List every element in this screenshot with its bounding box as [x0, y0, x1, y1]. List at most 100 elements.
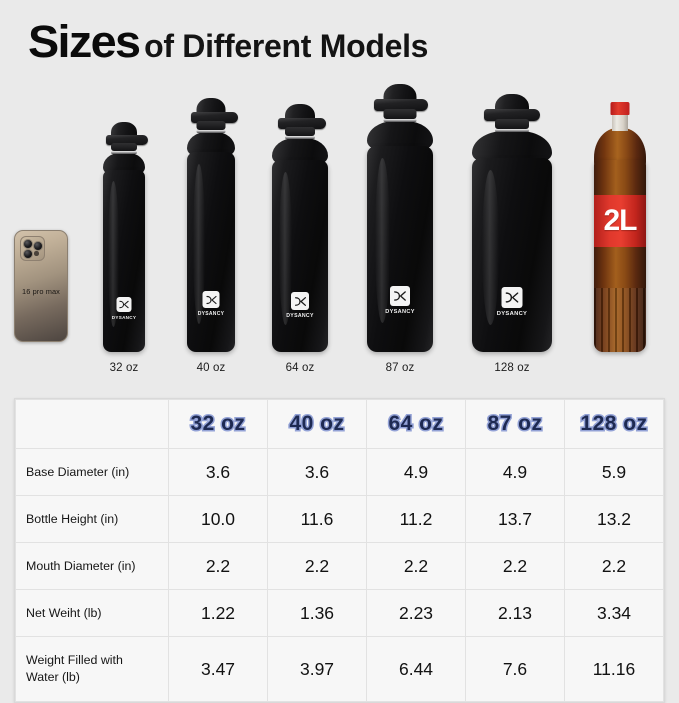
row-label-net-weight: Net Weiht (lb): [15, 589, 169, 637]
brand-logo-badge: [202, 291, 220, 308]
row-label-base-diameter: Base Diameter (in): [15, 448, 169, 496]
cap-handle-icon: [278, 118, 326, 129]
cell-base-diameter-87oz: 4.9: [465, 448, 565, 496]
product-bottle-64oz: DYSANCY 64 oz: [262, 104, 338, 374]
brand-logo-badge: [116, 297, 132, 312]
cell-net-weight-128oz: 3.34: [564, 589, 664, 637]
cell-bottle-height-64oz: 11.2: [366, 495, 466, 543]
cell-bottle-height-87oz: 13.7: [465, 495, 565, 543]
page-title: Sizes of Different Models: [28, 16, 428, 68]
cell-base-diameter-32oz: 3.6: [168, 448, 268, 496]
cell-bottle-height-128oz: 13.2: [564, 495, 664, 543]
bottle-body: [103, 170, 145, 352]
cap-collar: [383, 109, 417, 119]
bottle-shoulder: [367, 121, 433, 149]
product-bottle-87oz: DYSANCY 87 oz: [355, 84, 445, 374]
column-header-40oz: 40 oz: [267, 399, 367, 449]
brand-logo-badge: [291, 292, 309, 310]
body-highlight: [482, 169, 499, 325]
phone-model-label: 16 pro max: [22, 287, 60, 296]
bottle-body: [472, 158, 552, 352]
cell-net-weight-40oz: 1.36: [267, 589, 367, 637]
cell-mouth-diameter-32oz: 2.2: [168, 542, 268, 590]
camera-lens-icon: [23, 249, 33, 259]
phone-camera-module-icon: [20, 236, 45, 261]
bottle-cap: [93, 122, 155, 156]
dysancy-monogram-icon: [294, 296, 306, 306]
row-label-mouth-diameter: Mouth Diameter (in): [15, 542, 169, 590]
soda-volume-label: 2L: [603, 204, 637, 237]
brand-logo-badge: [501, 287, 523, 308]
specification-table: 32 oz 40 oz 64 oz 87 oz 128 oz Base Diam…: [14, 398, 665, 703]
row-label-weight-filled: Weight Filled with Water (lb): [15, 636, 169, 702]
bottle-cap: [176, 98, 246, 136]
camera-lens-icon: [23, 239, 33, 249]
table-header-row: 32 oz 40 oz 64 oz 87 oz 128 oz: [15, 399, 664, 449]
dysancy-monogram-icon: [505, 292, 519, 303]
cell-mouth-diameter-64oz: 2.2: [366, 542, 466, 590]
product-caption-32oz: 32 oz: [109, 362, 139, 374]
spec-table-body: Base Diameter (in) 3.6 3.6 4.9 4.9 5.9 B…: [15, 448, 664, 702]
product-bottle-128oz: DYSANCY 128 oz: [462, 94, 562, 374]
cell-base-diameter-64oz: 4.9: [366, 448, 466, 496]
soda-cap-icon: [610, 102, 630, 115]
neck-steel-ring: [111, 151, 137, 154]
product-lineup: 16 pro max DYSANCY 32 oz: [0, 84, 679, 380]
table-row: Bottle Height (in) 10.0 11.6 11.2 13.7 1…: [15, 495, 664, 543]
title-rest: of Different Models: [144, 28, 429, 64]
title-strong: Sizes: [28, 16, 141, 67]
body-highlight: [375, 158, 390, 324]
dysancy-monogram-icon: [394, 291, 406, 301]
cap-handle-icon: [106, 135, 148, 145]
cap-collar: [285, 127, 315, 136]
cell-base-diameter-40oz: 3.6: [267, 448, 367, 496]
product-caption-87oz: 87 oz: [385, 362, 415, 374]
column-header-32oz: 32 oz: [168, 399, 268, 449]
cell-weight-filled-87oz: 7.6: [465, 636, 565, 702]
cell-weight-filled-64oz: 6.44: [366, 636, 466, 702]
cell-mouth-diameter-40oz: 2.2: [267, 542, 367, 590]
bottle-body: [187, 152, 235, 352]
reference-soda-bottle-2l: 2L: [586, 102, 654, 352]
soda-body: [594, 160, 646, 352]
column-header-128oz: 128 oz: [564, 399, 664, 449]
brand-wordmark: DYSANCY: [496, 311, 528, 317]
soda-base-ribs: [594, 288, 646, 352]
cell-net-weight-32oz: 1.22: [168, 589, 268, 637]
product-caption-64oz: 64 oz: [285, 362, 315, 374]
corner-header-cell: [15, 399, 169, 449]
cap-collar: [196, 121, 226, 130]
product-bottle-40oz: DYSANCY 40 oz: [176, 98, 246, 374]
cell-mouth-diameter-87oz: 2.2: [465, 542, 565, 590]
table-row: Net Weiht (lb) 1.22 1.36 2.23 2.13 3.34: [15, 589, 664, 637]
bottle-shoulder: [472, 131, 552, 161]
neck-steel-ring: [383, 119, 417, 122]
infographic-root: Sizes of Different Models 16 pro max: [0, 16, 679, 703]
bottle-body: [367, 146, 433, 352]
cell-mouth-diameter-128oz: 2.2: [564, 542, 664, 590]
table-row: Base Diameter (in) 3.6 3.6 4.9 4.9 5.9: [15, 448, 664, 496]
cap-handle-icon: [374, 99, 428, 111]
cell-base-diameter-128oz: 5.9: [564, 448, 664, 496]
bottle-body: [272, 160, 328, 352]
table-row: Mouth Diameter (in) 2.2 2.2 2.2 2.2 2.2: [15, 542, 664, 590]
cap-dome-icon: [111, 122, 137, 139]
brand-wordmark: DYSANCY: [111, 315, 137, 320]
soda-neck: [612, 114, 628, 131]
cap-collar: [495, 119, 529, 129]
brand-logo-badge: [390, 286, 410, 306]
bottle-shoulder: [272, 138, 328, 164]
cell-net-weight-87oz: 2.13: [465, 589, 565, 637]
neck-steel-ring: [285, 136, 315, 139]
spec-table-head: 32 oz 40 oz 64 oz 87 oz 128 oz: [15, 399, 664, 449]
cell-weight-filled-40oz: 3.97: [267, 636, 367, 702]
cap-collar: [111, 143, 137, 151]
bottle-cap: [355, 84, 445, 126]
dysancy-monogram-icon: [205, 295, 217, 304]
column-header-64oz: 64 oz: [366, 399, 466, 449]
bottle-cap: [262, 104, 338, 142]
soda-label-band: 2L: [594, 195, 646, 247]
cap-handle-icon: [191, 112, 238, 123]
cell-bottle-height-32oz: 10.0: [168, 495, 268, 543]
cell-net-weight-64oz: 2.23: [366, 589, 466, 637]
